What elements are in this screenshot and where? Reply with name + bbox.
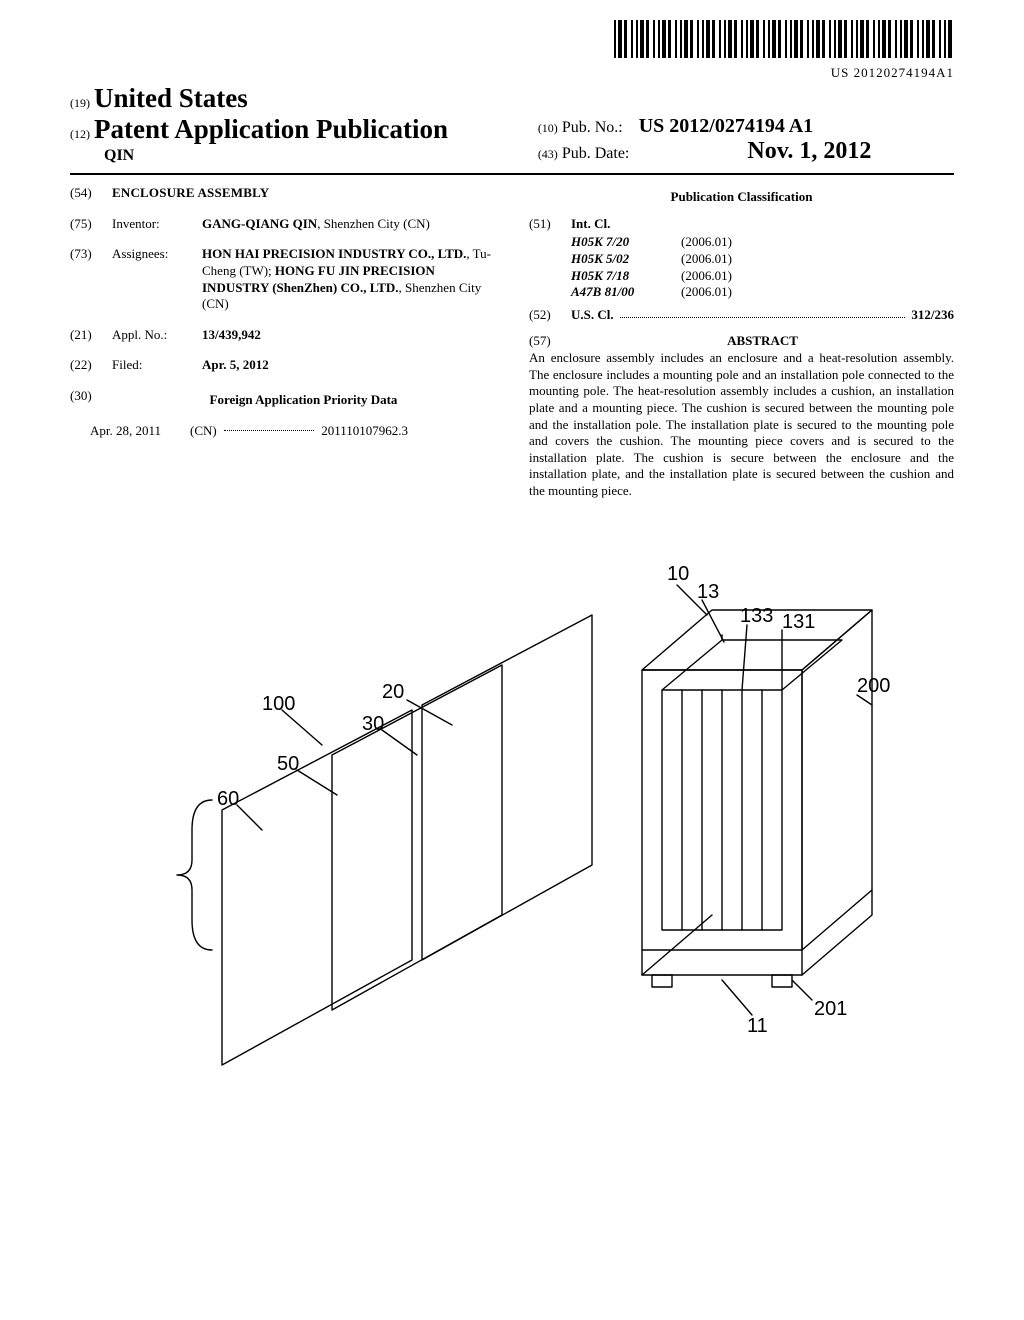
leader-dots bbox=[224, 430, 314, 431]
code-19: (19) bbox=[70, 96, 90, 110]
label-applno: Appl. No.: bbox=[112, 327, 202, 344]
fig-label-11: 11 bbox=[747, 1015, 768, 1037]
code-12: (12) bbox=[70, 127, 90, 141]
publication-date: Nov. 1, 2012 bbox=[747, 138, 871, 164]
invention-title: ENCLOSURE ASSEMBLY bbox=[112, 185, 495, 202]
label-assignees: Assignees: bbox=[112, 246, 202, 313]
fig-label-131: 131 bbox=[782, 611, 815, 633]
intcl-ver: (2006.01) bbox=[681, 251, 771, 268]
publication-number: US 2012/0274194 A1 bbox=[639, 115, 813, 137]
leader-dots bbox=[620, 307, 906, 318]
barcode-region: US 20120274194A1 bbox=[70, 20, 954, 81]
code-54: (54) bbox=[70, 185, 112, 202]
fig-label-201: 201 bbox=[814, 998, 847, 1020]
abstract-heading: ABSTRACT bbox=[571, 333, 954, 350]
code-51: (51) bbox=[529, 216, 571, 233]
intcl-ver: (2006.01) bbox=[681, 234, 771, 251]
inventor-loc: , Shenzhen City (CN) bbox=[317, 216, 430, 231]
right-column: Publication Classification (51) Int. Cl.… bbox=[529, 185, 954, 500]
fig-label-133: 133 bbox=[740, 605, 773, 627]
label-filed: Filed: bbox=[112, 357, 202, 374]
pubno-label: Pub. No.: bbox=[562, 119, 623, 136]
bibliographic-columns: (54) ENCLOSURE ASSEMBLY (75) Inventor: G… bbox=[70, 185, 954, 500]
barcode-graphic bbox=[614, 20, 954, 58]
abstract-text: An enclosure assembly includes an enclos… bbox=[529, 350, 954, 500]
code-21: (21) bbox=[70, 327, 112, 344]
barcode-text: US 20120274194A1 bbox=[70, 65, 954, 81]
intcl-table: H05K 7/20(2006.01) H05K 5/02(2006.01) H0… bbox=[571, 234, 954, 301]
figure-svg: 100 60 50 30 20 10 13 133 131 200 201 11 bbox=[122, 530, 902, 1090]
intcl-code: H05K 5/02 bbox=[571, 251, 681, 268]
code-22: (22) bbox=[70, 357, 112, 374]
classification-heading: Publication Classification bbox=[529, 189, 954, 206]
uscl-row: (52) U.S. Cl. 312/236 bbox=[529, 307, 954, 324]
filed-date: Apr. 5, 2012 bbox=[202, 357, 495, 374]
code-30: (30) bbox=[70, 388, 112, 417]
abstract-paragraph: An enclosure assembly includes an enclos… bbox=[529, 350, 954, 500]
code-43: (43) bbox=[538, 147, 558, 161]
intcl-ver: (2006.01) bbox=[681, 284, 771, 301]
priority-country: (CN) bbox=[190, 423, 217, 438]
priority-date: Apr. 28, 2011 bbox=[90, 423, 190, 440]
intcl-label: Int. Cl. bbox=[571, 216, 954, 233]
doc-type: Patent Application Publication bbox=[94, 114, 448, 144]
author-surname: QIN bbox=[104, 147, 528, 165]
left-column: (54) ENCLOSURE ASSEMBLY (75) Inventor: G… bbox=[70, 185, 495, 500]
uscl-value: 312/236 bbox=[911, 307, 954, 324]
intcl-code: H05K 7/20 bbox=[571, 234, 681, 251]
code-73: (73) bbox=[70, 246, 112, 313]
country-name: United States bbox=[94, 83, 248, 113]
code-52: (52) bbox=[529, 307, 571, 324]
priority-number: 201110107962.3 bbox=[321, 423, 408, 438]
fig-label-13: 13 bbox=[697, 581, 719, 603]
fig-label-60: 60 bbox=[217, 788, 239, 810]
fig-label-30: 30 bbox=[362, 713, 384, 735]
intcl-ver: (2006.01) bbox=[681, 268, 771, 285]
application-number: 13/439,942 bbox=[202, 327, 495, 344]
uscl-label: U.S. Cl. bbox=[571, 307, 614, 324]
code-10: (10) bbox=[538, 121, 558, 135]
pubdate-label: Pub. Date: bbox=[562, 145, 630, 162]
foreign-priority-heading: Foreign Application Priority Data bbox=[112, 392, 495, 409]
fig-label-200: 200 bbox=[857, 675, 890, 697]
patent-figure: 100 60 50 30 20 10 13 133 131 200 201 11 bbox=[70, 530, 954, 1095]
code-57: (57) bbox=[529, 333, 571, 350]
fig-label-50: 50 bbox=[277, 753, 299, 775]
publication-header: (19) United States (12) Patent Applicati… bbox=[70, 83, 954, 175]
priority-row: Apr. 28, 2011 (CN) 201110107962.3 bbox=[90, 423, 495, 440]
assignees-value: HON HAI PRECISION INDUSTRY CO., LTD., Tu… bbox=[202, 246, 495, 313]
intcl-code: A47B 81/00 bbox=[571, 284, 681, 301]
intcl-code: H05K 7/18 bbox=[571, 268, 681, 285]
fig-label-20: 20 bbox=[382, 681, 404, 703]
fig-label-100: 100 bbox=[262, 693, 295, 715]
code-75: (75) bbox=[70, 216, 112, 233]
inventor-name: GANG-QIANG QIN bbox=[202, 216, 317, 231]
fig-label-10: 10 bbox=[667, 563, 689, 585]
label-inventor: Inventor: bbox=[112, 216, 202, 233]
